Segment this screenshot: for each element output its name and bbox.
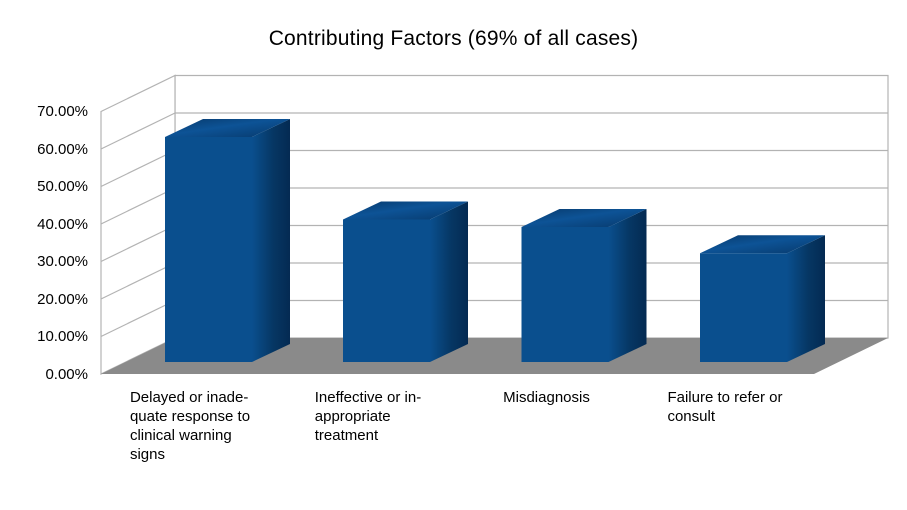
- x-axis-label-text: Failure to refer or consult: [667, 389, 783, 425]
- x-axis-label: Ineffective or in- appropriate treatment: [268, 388, 468, 445]
- gridline-left-wall: [100, 262, 176, 300]
- bar-top-face: [343, 201, 468, 220]
- y-axis-label: 60.00%: [37, 140, 88, 158]
- chart-title: Contributing Factors (69% of all cases): [268, 27, 639, 50]
- y-axis-label: 30.00%: [37, 253, 88, 270]
- bar-side-face: [608, 209, 647, 362]
- y-axis-label: 40.00%: [37, 215, 88, 233]
- y-axis-label: 70.00%: [37, 103, 88, 120]
- bar-2: [343, 201, 468, 362]
- gridline-left-wall: [100, 224, 176, 263]
- bar-3: [521, 209, 647, 362]
- bar-side-face: [252, 119, 290, 362]
- y-axis-label: 20.00%: [37, 290, 88, 308]
- x-axis-label: Failure to refer or consult: [625, 388, 825, 426]
- y-axis-label: 50.00%: [37, 178, 88, 195]
- gridline-left-wall: [100, 112, 176, 150]
- bar-side-face: [430, 201, 468, 362]
- bar-4: [700, 235, 825, 362]
- bar-1: [165, 119, 290, 362]
- x-axis-label: Delayed or inade- quate response to clin…: [90, 388, 290, 464]
- x-axis-label-text: Misdiagnosis: [503, 389, 590, 406]
- bar-top-face: [165, 119, 290, 137]
- bar-top-face: [521, 209, 647, 227]
- bar-top-face: [700, 235, 825, 254]
- bar-front-face: [521, 227, 609, 362]
- gridline-left-wall: [100, 187, 176, 225]
- chart-floor: [101, 338, 888, 374]
- x-axis-label: Misdiagnosis: [447, 388, 647, 407]
- bar-side-face: [787, 235, 825, 362]
- x-axis-label-text: Delayed or inade- quate response to clin…: [129, 389, 251, 463]
- chart-left-wall: [100, 74, 176, 375]
- bar-front-face: [343, 219, 430, 362]
- bar-front-face: [165, 137, 252, 362]
- gridline-left-wall: [100, 299, 176, 338]
- x-axis-label-text: Ineffective or in- appropriate treatment: [314, 389, 422, 444]
- bars-group: [165, 119, 825, 362]
- y-axis-label: 10.00%: [37, 328, 88, 345]
- bar-front-face: [700, 253, 787, 362]
- y-axis-label: 0.00%: [45, 365, 88, 383]
- gridline-left-wall: [100, 149, 176, 188]
